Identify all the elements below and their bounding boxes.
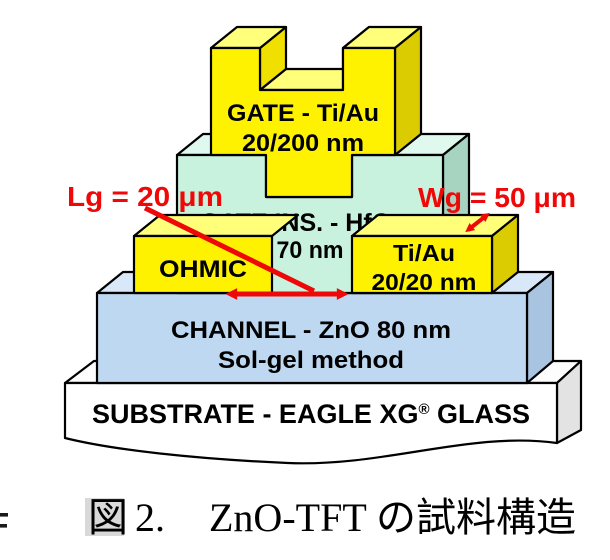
substrate-front-face	[63, 381, 559, 465]
gate-block: GATE - Ti/Au 20/200 nm	[209, 25, 423, 199]
contact-top-face	[350, 213, 520, 238]
channel-label-line1: CHANNEL - ZnO 80 nm	[171, 317, 451, 344]
gate-front-face	[209, 46, 397, 199]
annotations: Lg = 20 μm Wg = 50 μm	[67, 181, 576, 300]
insulator-thickness-label: 70 nm	[277, 237, 344, 264]
gate-right-face	[393, 25, 423, 157]
clipped-text-fragment	[0, 524, 7, 528]
gate-label-line2: 20/200 nm	[242, 130, 364, 157]
gate-length-pointer-line	[143, 205, 316, 294]
figure-caption: 図 2. ZnO-TFT の試料構造	[0, 495, 576, 540]
substrate-block: SUBSTRATE - EAGLE XG® GLASS	[63, 359, 583, 465]
gate-width-label: Wg = 50 μm	[418, 182, 576, 213]
ohmic-label: OHMIC	[159, 256, 247, 283]
caption-kanji-highlight	[85, 498, 124, 536]
contact-front-face	[350, 234, 494, 295]
gate-width-double-arrow	[465, 212, 490, 233]
clipped-text-fragment	[0, 513, 8, 517]
substrate-label: SUBSTRATE - EAGLE XG® GLASS	[92, 399, 530, 429]
ohmic-top-face	[132, 213, 300, 238]
contact-label-line1: Ti/Au	[393, 240, 455, 266]
contact-label-line2: 20/20 nm	[372, 269, 477, 295]
gate-length-label: Lg = 20 μm	[67, 181, 223, 212]
channel-label-line2: Sol-gel method	[218, 347, 404, 374]
gate-label-line1: GATE - Ti/Au	[227, 100, 379, 127]
caption-text: 図 2. ZnO-TFT の試料構造	[88, 495, 576, 540]
source-drain-contact-block: Ti/Au 20/20 nm	[350, 213, 520, 295]
